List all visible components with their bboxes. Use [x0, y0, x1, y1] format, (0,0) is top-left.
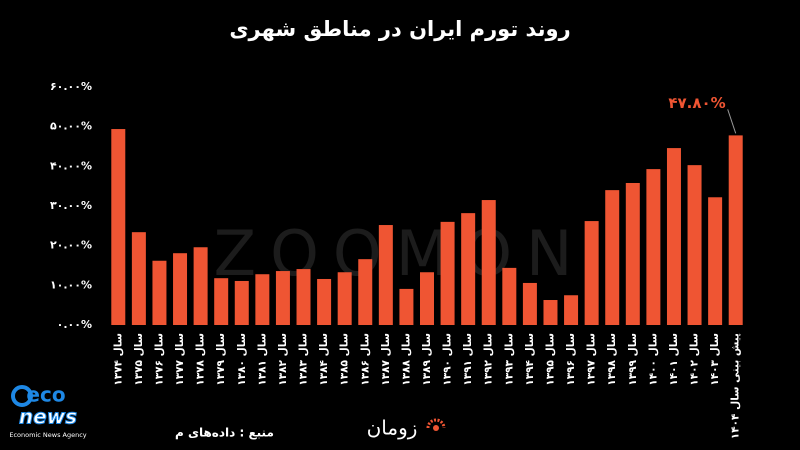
bar [564, 295, 579, 325]
y-tick-label: ۰.۰۰% [57, 318, 92, 331]
x-tick-label: سال ۱۳۸۵ [339, 333, 351, 386]
bar [358, 259, 373, 325]
x-tick-label: سال ۱۳۸۸ [400, 333, 412, 386]
watermark: ZOOMON [214, 217, 587, 290]
bar [111, 129, 126, 325]
bar [666, 148, 681, 325]
bar [584, 221, 599, 325]
bar [728, 135, 743, 325]
bar [687, 165, 702, 325]
x-tick-label: سال ۱۳۷۷ [174, 333, 186, 386]
logo-top: eco [26, 383, 65, 407]
bar [502, 267, 517, 325]
x-tick-label: سال ۱۳۹۲ [483, 333, 495, 386]
bar [708, 197, 723, 325]
x-tick-label: سال ۱۴۰۱ [668, 333, 680, 386]
x-tick-label: سال ۱۳۸۷ [380, 333, 392, 386]
x-tick-label: سال ۱۳۹۳ [503, 333, 515, 386]
bar [481, 200, 496, 325]
bar [214, 278, 229, 325]
bar [646, 169, 661, 325]
x-tick-label: پیش بینی سال ۱۴۰۴ [730, 333, 742, 439]
bar [378, 225, 393, 325]
bar [625, 182, 640, 325]
bar [440, 221, 455, 325]
x-tick-label: سال ۱۳۷۶ [153, 333, 165, 386]
x-tick-label: سال ۱۳۹۷ [586, 333, 598, 386]
x-tick-label: سال ۱۳۷۹ [215, 333, 227, 386]
y-tick-label: ۵۰.۰۰% [50, 120, 92, 133]
bar [317, 278, 332, 325]
logo-bg [6, 382, 86, 440]
value-label: ۴۷.۸۰% [668, 94, 725, 112]
x-tick-label: سال ۱۳۹۰ [442, 333, 454, 386]
y-tick-label: ۳۰.۰۰% [50, 199, 92, 212]
brand: زومان [367, 416, 418, 440]
x-tick-label: سال ۱۴۰۳ [709, 333, 721, 386]
x-tick-label: سال ۱۳۸۱ [256, 333, 268, 386]
logo-ring [11, 385, 33, 407]
bar [605, 190, 620, 325]
brand-icon-dot [433, 425, 439, 431]
bar [193, 247, 208, 325]
logo: eco news Economic News Agency [6, 382, 87, 440]
x-tick-label: سال ۱۳۹۶ [565, 333, 577, 386]
y-tick-label: ۶۰.۰۰% [50, 80, 92, 93]
x-tick-label: سال ۱۴۰۲ [689, 333, 701, 386]
bar [399, 288, 414, 325]
source: منبع : داده‌های م [175, 426, 274, 441]
bar [337, 272, 352, 325]
x-tick-label: سال ۱۳۸۴ [318, 333, 330, 386]
y-tick-label: ۱۰.۰۰% [50, 278, 92, 291]
logo-caption: Economic News Agency [9, 431, 86, 439]
bar [275, 271, 290, 325]
x-tick-label: سال ۱۳۹۴ [524, 333, 536, 386]
x-tick-label: سال ۱۳۷۴ [112, 333, 124, 386]
bar [152, 260, 167, 325]
bar [522, 282, 537, 325]
bar [255, 274, 270, 325]
x-tick-label: سال ۱۳۹۹ [627, 333, 639, 386]
x-tick-label: سال ۱۳۷۵ [133, 333, 145, 386]
leader-line [727, 109, 737, 134]
bar [234, 280, 249, 325]
bar [173, 253, 188, 325]
x-tick-label: سال ۱۳۸۰ [236, 333, 248, 386]
bar [131, 232, 146, 325]
y-tick-label: ۴۰.۰۰% [50, 159, 92, 172]
x-tick-label: سال ۱۳۹۱ [462, 333, 474, 386]
bar [461, 213, 476, 325]
chart-title: روند تورم ایران در مناطق شهری [229, 17, 570, 41]
x-tick-label: سال ۱۳۹۸ [606, 333, 618, 386]
x-tick-label: سال ۱۳۸۹ [421, 333, 433, 386]
bar [296, 269, 311, 325]
x-tick-label: سال ۱۳۹۵ [544, 333, 556, 386]
x-tick-label: سال ۱۴۰۰ [647, 333, 659, 386]
x-tick-label: سال ۱۳۷۸ [195, 333, 207, 386]
x-tick-label: سال ۱۳۸۲ [277, 333, 289, 386]
bar [420, 272, 434, 325]
x-tick-label: سال ۱۳۸۶ [359, 333, 371, 386]
brand-icon [426, 418, 446, 431]
brand-icon-arc [426, 418, 446, 429]
plot: ۰.۰۰% ۱۰.۰۰% ۲۰.۰۰% ۳۰.۰۰% ۴۰.۰۰% ۵۰.۰۰% ۶۰.۰۰… [50, 80, 743, 439]
bar [543, 300, 558, 325]
x-tick-label: سال ۱۳۸۳ [298, 333, 310, 386]
y-tick-label: ۲۰.۰۰% [50, 239, 92, 252]
logo-bottom: news [19, 405, 77, 429]
